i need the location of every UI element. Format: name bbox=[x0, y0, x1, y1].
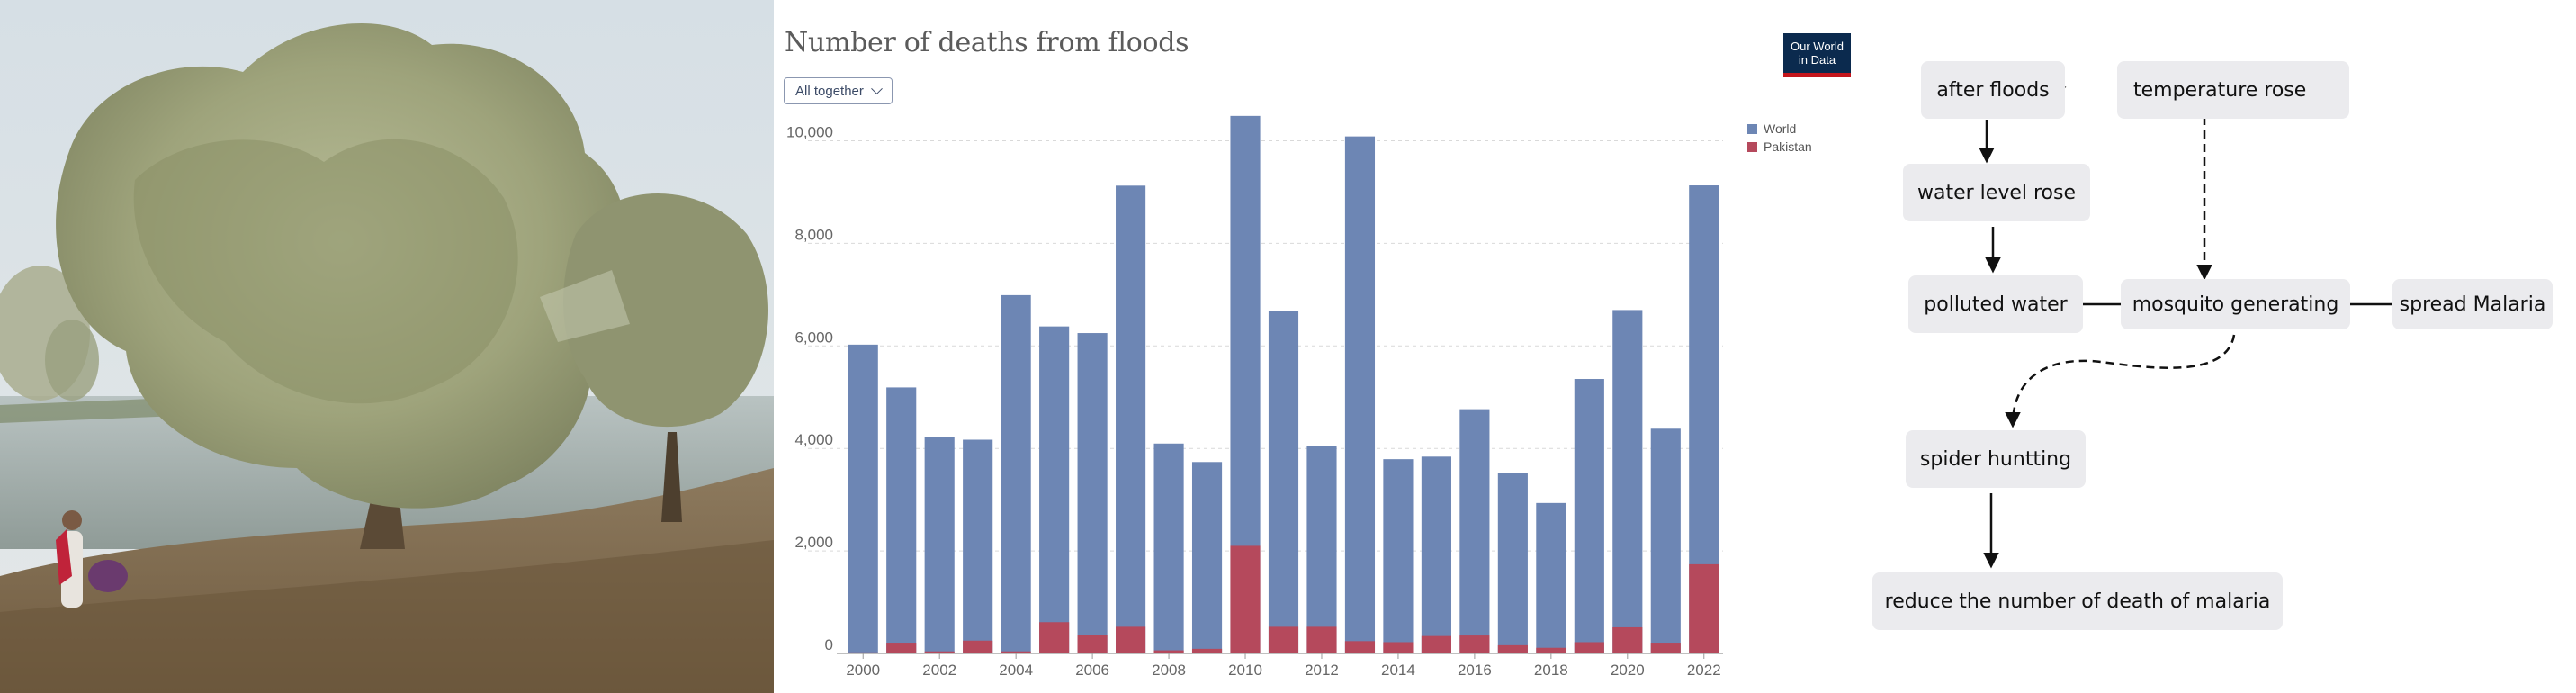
node-reduce-malaria-deaths: reduce the number of death of malaria bbox=[1872, 572, 2283, 630]
owid-logo[interactable]: Our World in Data bbox=[1783, 33, 1851, 77]
bar-world bbox=[924, 436, 955, 653]
node-polluted-water: polluted water bbox=[1908, 275, 2083, 333]
y-tick-label: 10,000 bbox=[786, 123, 833, 140]
bar-pakistan bbox=[924, 651, 955, 653]
x-tick-label: 2018 bbox=[1534, 662, 1568, 679]
web-covered-tree-right bbox=[563, 194, 768, 428]
node-after-floods: after floods bbox=[1921, 61, 2065, 119]
x-tick-label: 2022 bbox=[1687, 662, 1721, 679]
bar-world bbox=[1650, 428, 1681, 653]
dropdown-label: All together bbox=[795, 83, 864, 99]
x-tick-label: 2016 bbox=[1458, 662, 1492, 679]
web-shading bbox=[133, 139, 518, 404]
display-mode-dropdown[interactable]: All together bbox=[784, 77, 893, 104]
y-tick-label: 2,000 bbox=[794, 534, 833, 551]
chart-title: Number of deaths from floods bbox=[785, 27, 1189, 58]
far-tree bbox=[45, 320, 99, 400]
legend-label-world: World bbox=[1764, 122, 1796, 136]
person-scarf bbox=[56, 529, 72, 585]
bar-pakistan bbox=[963, 640, 993, 653]
web-strands bbox=[540, 270, 630, 342]
bar-chart: 0 2,000 4,000 6,000 8,000 10,000 2000 2002 2004 2… bbox=[786, 115, 1812, 679]
tree-web-photo bbox=[0, 0, 774, 693]
x-tick-label: 2008 bbox=[1152, 662, 1186, 679]
node-spread-malaria: spread Malaria bbox=[2392, 279, 2553, 329]
diagram-edges bbox=[1979, 79, 2392, 569]
ground-shadow bbox=[0, 540, 774, 693]
bar-world bbox=[886, 387, 917, 653]
bar-world bbox=[1306, 446, 1337, 653]
bar-world bbox=[1077, 333, 1108, 653]
y-tick-label: 6,000 bbox=[794, 328, 833, 346]
bar-pakistan bbox=[1268, 626, 1299, 653]
bar-world bbox=[1421, 456, 1451, 653]
x-tick-label: 2004 bbox=[999, 662, 1033, 679]
bar-pakistan bbox=[1116, 626, 1146, 653]
bar-pakistan bbox=[1574, 642, 1604, 653]
bar-world bbox=[1344, 136, 1376, 653]
bar-pakistan bbox=[1191, 648, 1223, 653]
node-spider-hunting: spider huntting bbox=[1906, 430, 2086, 488]
node-mosquito-generating: mosquito generating bbox=[2121, 279, 2350, 329]
tree-trunk bbox=[661, 432, 682, 522]
edge-mosquito-to-spider bbox=[2005, 334, 2236, 428]
person-head bbox=[62, 510, 82, 530]
y-tick-label: 8,000 bbox=[794, 226, 833, 243]
bar-pakistan bbox=[1497, 644, 1528, 653]
x-tick-label: 2002 bbox=[922, 662, 956, 679]
legend-label-pakistan: Pakistan bbox=[1764, 140, 1812, 154]
bar-world bbox=[1039, 326, 1070, 653]
x-tick-label: 2014 bbox=[1381, 662, 1415, 679]
legend-swatch-pakistan bbox=[1747, 142, 1757, 152]
bar-pakistan bbox=[1650, 643, 1681, 653]
node-water-level-rose: water level rose bbox=[1903, 164, 2090, 221]
bar-world bbox=[1268, 310, 1299, 653]
crouching-child bbox=[88, 560, 128, 592]
x-tick-label: 2006 bbox=[1075, 662, 1109, 679]
bar-pakistan bbox=[1689, 563, 1719, 653]
x-tick-label: 2012 bbox=[1305, 662, 1339, 679]
bar-pakistan bbox=[1077, 634, 1108, 653]
bar-pakistan bbox=[886, 643, 917, 653]
bar-world bbox=[1116, 185, 1146, 654]
flow-diagram: after floods temperature rose water leve… bbox=[1777, 0, 2576, 693]
bar-pakistan bbox=[1039, 622, 1070, 653]
x-tick-label: 2010 bbox=[1228, 662, 1262, 679]
bar-world bbox=[1574, 379, 1604, 653]
bar-world bbox=[1459, 409, 1490, 653]
bar-pakistan bbox=[1306, 626, 1337, 653]
photo-panel bbox=[0, 0, 774, 693]
x-tick-label: 2020 bbox=[1611, 662, 1645, 679]
logo-line-1: Our World bbox=[1791, 40, 1844, 53]
bar-pakistan bbox=[1612, 626, 1643, 653]
bar-pakistan bbox=[1459, 635, 1490, 653]
bar-pakistan bbox=[1383, 642, 1414, 653]
bar-world bbox=[848, 344, 878, 653]
bar-pakistan bbox=[1230, 545, 1261, 653]
chart-panel: Number of deaths from floods All togethe… bbox=[774, 0, 1853, 693]
bar-world bbox=[1001, 294, 1031, 653]
bar-world bbox=[1383, 459, 1414, 653]
y-tick-label: 4,000 bbox=[794, 431, 833, 448]
bar-pakistan bbox=[1421, 635, 1451, 653]
bar-world bbox=[1536, 502, 1566, 653]
bar-pakistan bbox=[1344, 641, 1376, 653]
node-temperature-rose: temperature rose bbox=[2117, 61, 2349, 119]
bar-world bbox=[963, 439, 993, 653]
bar-world bbox=[1191, 462, 1223, 653]
bar-world bbox=[1612, 310, 1643, 653]
legend-swatch-world bbox=[1747, 124, 1757, 134]
bar-pakistan bbox=[1153, 650, 1184, 653]
bar-world bbox=[1497, 472, 1528, 653]
y-tick-label: 0 bbox=[825, 636, 833, 653]
logo-line-2: in Data bbox=[1798, 53, 1836, 67]
bar-pakistan bbox=[1536, 647, 1566, 653]
x-tick-label: 2000 bbox=[846, 662, 880, 679]
bar-world bbox=[1153, 443, 1184, 653]
bar-pakistan bbox=[1001, 651, 1031, 653]
